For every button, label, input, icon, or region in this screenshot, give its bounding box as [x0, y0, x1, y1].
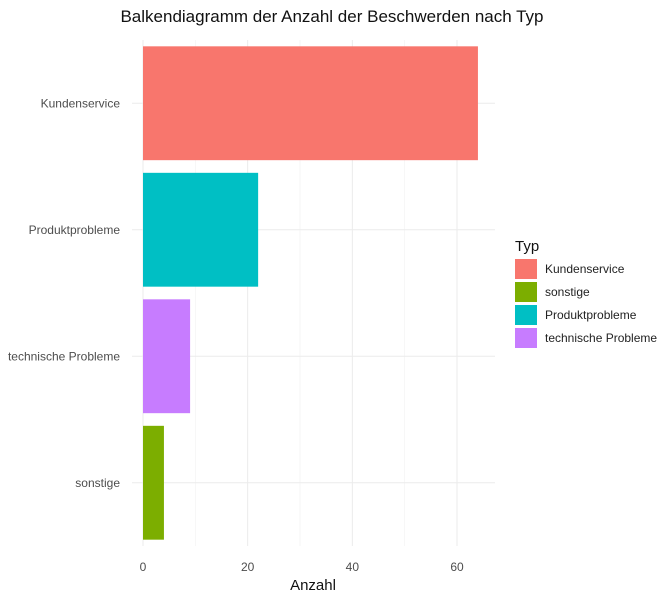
legend-label: Kundenservice	[545, 262, 625, 276]
legend-label: technische Probleme	[545, 331, 657, 345]
y-tick-label: sonstige	[75, 476, 120, 490]
legend-key	[515, 282, 537, 302]
bars	[143, 46, 478, 540]
legend-label: Produktprobleme	[545, 308, 637, 322]
legend-key	[515, 305, 537, 325]
y-tick-label: technische Probleme	[8, 349, 120, 363]
legend-items: Kundenservice sonstige Produktprobleme tech…	[515, 259, 657, 348]
x-axis-tick-labels: 0 20 40 60	[140, 560, 464, 574]
x-tick-label: 40	[346, 560, 360, 574]
y-tick-label: Produktprobleme	[29, 223, 121, 237]
bar-kundenservice	[143, 46, 478, 161]
bar-sonstige	[143, 425, 164, 540]
x-tick-label: 20	[241, 560, 255, 574]
x-axis-title: Anzahl	[290, 577, 336, 594]
legend-title: Typ	[515, 238, 539, 255]
y-tick-label: Kundenservice	[41, 96, 121, 110]
y-axis-tick-labels: Kundenservice Produktprobleme technische P…	[8, 96, 120, 490]
x-tick-label: 0	[140, 560, 147, 574]
legend-label: sonstige	[545, 285, 590, 299]
bar-produktprobleme	[143, 172, 259, 287]
chart-title: Balkendiagramm der Anzahl der Beschwerde…	[120, 7, 543, 26]
legend-key	[515, 328, 537, 348]
legend: Typ Kundenservice sonstige Produktprobleme…	[515, 238, 657, 348]
bar-technische-probleme	[143, 299, 191, 414]
legend-key	[515, 259, 537, 279]
x-tick-label: 60	[450, 560, 464, 574]
